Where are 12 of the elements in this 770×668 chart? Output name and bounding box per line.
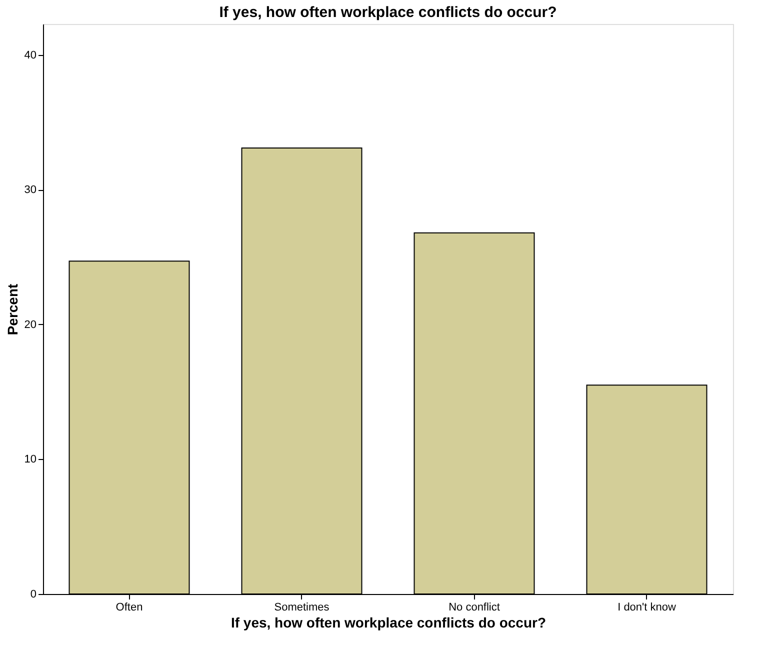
y-tick-label: 20 [24, 318, 36, 331]
y-tick-label: 40 [24, 49, 36, 62]
x-tick-label: No conflict [448, 602, 500, 614]
y-tick-label: 30 [24, 184, 36, 196]
x-tick-label: Sometimes [274, 602, 330, 614]
x-tick-label: Often [116, 602, 143, 614]
x-axis-title: If yes, how often workplace conflicts do occur? [230, 614, 546, 630]
y-tick-label: 10 [24, 454, 36, 466]
y-axis-title: Percent [4, 283, 20, 336]
x-tick-label: I don't know [618, 602, 676, 614]
chart-title: If yes, how often workplace conflicts do occur? [219, 4, 557, 21]
y-tick-label: 0 [30, 588, 36, 600]
